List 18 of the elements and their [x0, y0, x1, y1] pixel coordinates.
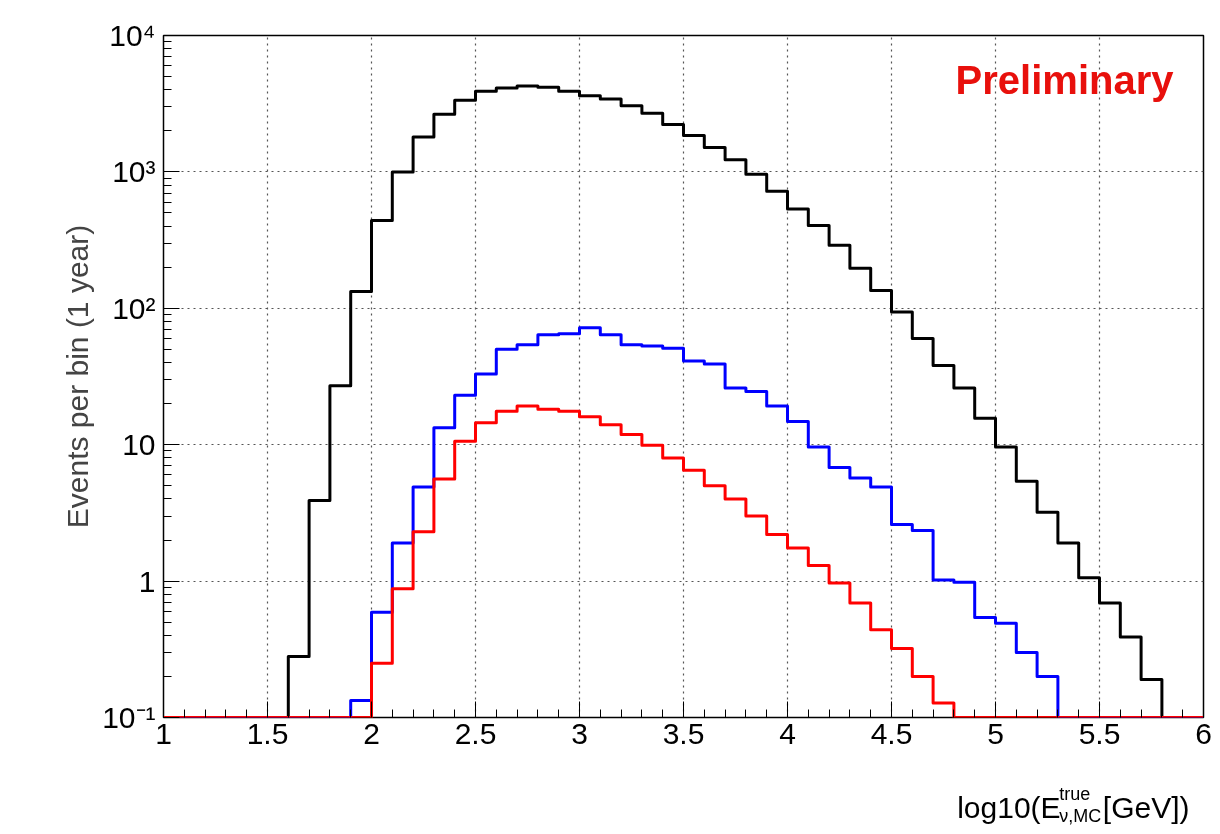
x-tick-label: 5: [987, 716, 1004, 750]
x-tick-label: 4.5: [870, 716, 913, 750]
y-tick-label: 10²: [112, 291, 156, 325]
x-tick-label: 2.5: [454, 716, 497, 750]
x-tick-label: 3: [571, 716, 588, 750]
y-tick-label: 10³: [112, 155, 156, 189]
y-tick-label: 10: [122, 428, 156, 462]
y-tick-label: 10⁴: [109, 19, 156, 52]
x-tick-label: 1.5: [246, 716, 289, 750]
x-tick-label: 3.5: [662, 716, 705, 750]
y-tick-label: 1: [138, 564, 156, 598]
x-tick-label: 4: [779, 716, 796, 750]
y-axis-title: Events per bin (1 year): [61, 224, 95, 529]
annotation: Preliminary: [955, 57, 1175, 102]
y-tick-label: 10⁻¹: [102, 701, 156, 734]
x-tick-label: 2: [363, 716, 380, 750]
x-tick-label: 5.5: [1078, 716, 1121, 750]
x-tick-label: 6: [1195, 716, 1212, 750]
